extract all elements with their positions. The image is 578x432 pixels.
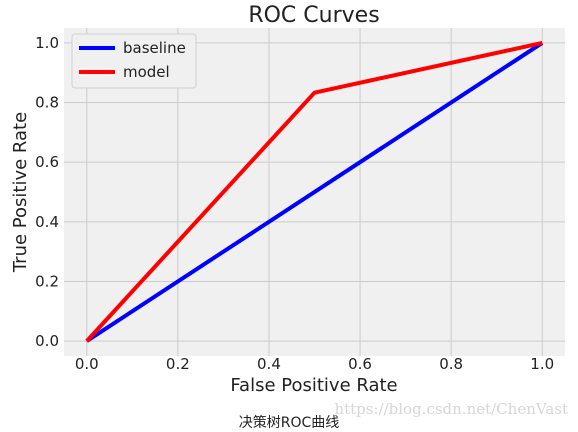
legend-label-baseline: baseline [123,39,186,57]
figure-caption: 决策树ROC曲线 [238,415,340,431]
y-tick-labels: 0.0 0.2 0.4 0.6 0.8 1.0 [35,34,59,350]
x-tick-label: 0.8 [439,355,463,373]
y-tick-label: 0.0 [35,332,59,350]
y-tick-label: 0.2 [35,272,59,290]
chart-title: ROC Curves [248,3,379,28]
y-axis-label: True Positive Rate [10,112,31,273]
y-tick-label: 0.4 [35,213,59,231]
x-tick-labels: 0.0 0.2 0.4 0.6 0.8 1.0 [75,355,554,373]
y-tick-label: 0.6 [35,153,59,171]
series-line-baseline [85,41,544,343]
series-line-model [85,40,543,343]
legend-label-model: model [123,63,170,81]
x-tick-label: 0.4 [257,355,281,373]
watermark: https://blog.csdn.net/ChenVast [334,400,568,418]
series-lines [85,40,544,343]
x-tick-label: 0.0 [75,355,99,373]
grid [64,28,565,356]
legend: baseline model [71,33,197,89]
y-tick-label: 1.0 [35,34,59,52]
y-tick-label: 0.8 [35,94,59,112]
x-tick-label: 0.2 [166,355,190,373]
x-tick-label: 1.0 [530,355,554,373]
x-tick-label: 0.6 [348,355,372,373]
x-axis-label: False Positive Rate [230,375,397,396]
